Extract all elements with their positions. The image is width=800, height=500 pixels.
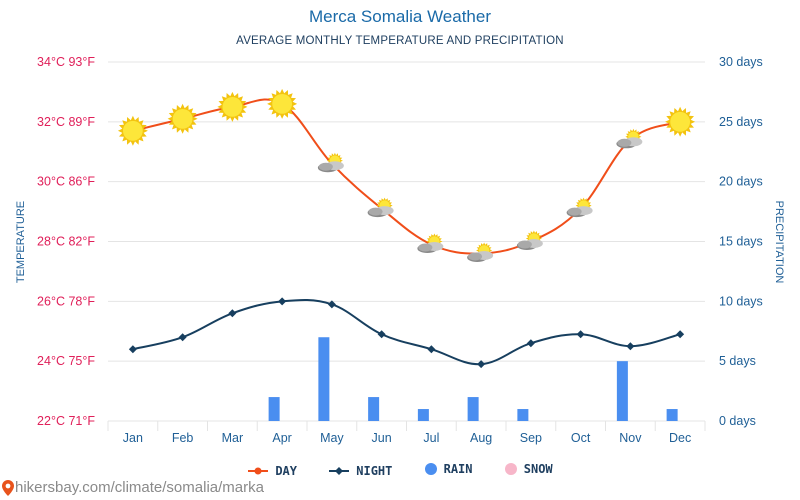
sun-core (222, 96, 243, 117)
night-point (477, 360, 486, 369)
night-point (178, 333, 187, 342)
partly-cloudy-icon (367, 197, 394, 218)
legend-rain-marker-icon (424, 463, 437, 475)
x-tick-label: Oct (571, 431, 591, 445)
left-tick-label: 34°C 93°F (37, 55, 95, 69)
rain-bar (318, 337, 330, 421)
weather-icons (117, 88, 696, 262)
location-pin-icon (2, 479, 14, 496)
rain-bar (467, 397, 479, 421)
night-point (128, 345, 137, 354)
night-point (327, 300, 336, 309)
left-tick-label: 24°C 75°F (37, 354, 95, 368)
x-tick-label: Jun (372, 431, 392, 445)
x-tick-label: May (320, 431, 344, 445)
rain-bar (368, 397, 380, 421)
partly-cloudy-icon (467, 242, 494, 262)
right-tick-label: 10 days (719, 294, 763, 308)
sun-core (670, 111, 691, 132)
axis-labels: 22°C 71°F 0 days 24°C 75°F 5 days 26°C 78°F 1… (15, 55, 785, 445)
sun-core (272, 93, 293, 114)
partly-cloudy-icon (317, 152, 344, 173)
cloud-part (567, 207, 582, 216)
night-point (526, 339, 535, 348)
sun-icon (665, 106, 696, 137)
rain-bar (268, 397, 280, 421)
cloud-part (318, 162, 333, 171)
legend-day-marker-icon (248, 467, 269, 475)
night-point (377, 330, 386, 339)
night-point (576, 330, 585, 339)
chart-subtitle: AVERAGE MONTHLY TEMPERATURE AND PRECIPIT… (236, 35, 564, 47)
right-tick-label: 0 days (719, 414, 756, 428)
chart-legend: DAY NIGHT RAIN SNOW (0, 462, 800, 479)
left-tick-label: 32°C 89°F (37, 115, 95, 129)
left-tick-label: 28°C 82°F (37, 235, 95, 249)
sun-icon (167, 103, 198, 134)
legend-snow-marker-icon (504, 463, 517, 475)
partly-cloudy-icon (516, 230, 543, 250)
cloud-part (517, 240, 532, 249)
legend-label-snow: SNOW (523, 462, 553, 476)
source-url: hikersbay.com/climate/somalia/marka (15, 479, 264, 496)
left-tick-label: 22°C 71°F (37, 414, 95, 428)
partly-cloudy-icon (566, 197, 593, 218)
x-tick-label: Aug (470, 431, 492, 445)
chart-title: Merca Somalia Weather (308, 7, 492, 26)
night-point (626, 342, 635, 351)
cloud-part (368, 207, 383, 216)
right-tick-label: 5 days (719, 354, 756, 368)
left-tick-label: 30°C 86°F (37, 175, 95, 189)
rain-bars (268, 337, 678, 421)
legend-item-rain[interactable]: RAIN (424, 462, 473, 476)
sun-icon (117, 115, 148, 146)
rain-bar (666, 409, 678, 421)
x-tick-label: Dec (669, 431, 691, 445)
x-tick-label: Apr (272, 431, 291, 445)
rain-bar (517, 409, 529, 421)
right-tick-label: 25 days (719, 115, 763, 129)
sun-icon (217, 91, 248, 122)
x-tick-label: Mar (222, 431, 244, 445)
x-tick-label: Sep (520, 431, 542, 445)
cloud-part (418, 243, 433, 252)
right-axis-title: PRECIPITATION (773, 201, 785, 284)
grid-layer (107, 61, 706, 431)
sun-core (122, 120, 143, 141)
partly-cloudy-icon (417, 233, 444, 253)
x-tick-label: Feb (172, 431, 194, 445)
night-point (278, 297, 287, 306)
night-point (228, 309, 237, 318)
day-series-line (132, 98, 681, 255)
sun-icon (267, 88, 298, 119)
night-point (676, 330, 685, 339)
cloud-part (468, 252, 483, 261)
right-tick-label: 30 days (719, 55, 763, 69)
x-tick-label: Nov (619, 431, 642, 445)
rain-bar (616, 361, 628, 421)
legend-label-day: DAY (275, 464, 298, 478)
legend-label-rain: RAIN (443, 462, 473, 476)
x-tick-label: Jan (123, 431, 143, 445)
source-link[interactable]: hikersbay.com/climate/somalia/marka (2, 479, 264, 496)
legend-night-marker-icon (329, 467, 350, 475)
right-tick-label: 15 days (719, 235, 763, 249)
sun-core (172, 108, 193, 129)
legend-label-night: NIGHT (356, 464, 393, 478)
legend-item-snow[interactable]: SNOW (504, 462, 553, 476)
legend-item-night[interactable]: NIGHT (328, 464, 392, 478)
partly-cloudy-icon (616, 128, 643, 149)
rain-bar (417, 409, 429, 421)
night-series-line (132, 299, 681, 366)
left-tick-label: 26°C 78°F (37, 294, 95, 308)
right-tick-label: 20 days (719, 175, 763, 189)
x-tick-label: Jul (423, 431, 439, 445)
cloud-part (617, 138, 632, 147)
series-lines (128, 98, 685, 369)
night-point (427, 345, 436, 354)
legend-item-day[interactable]: DAY (247, 464, 297, 478)
left-axis-title: TEMPERATURE (15, 201, 27, 283)
